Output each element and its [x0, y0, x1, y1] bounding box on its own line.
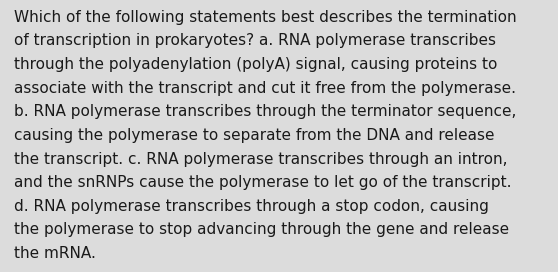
Text: Which of the following statements best describes the termination: Which of the following statements best d… — [14, 10, 517, 24]
Text: d. RNA polymerase transcribes through a stop codon, causing: d. RNA polymerase transcribes through a … — [14, 199, 489, 214]
Text: causing the polymerase to separate from the DNA and release: causing the polymerase to separate from … — [14, 128, 494, 143]
Text: b. RNA polymerase transcribes through the terminator sequence,: b. RNA polymerase transcribes through th… — [14, 104, 516, 119]
Text: and the snRNPs cause the polymerase to let go of the transcript.: and the snRNPs cause the polymerase to l… — [14, 175, 512, 190]
Text: through the polyadenylation (polyA) signal, causing proteins to: through the polyadenylation (polyA) sign… — [14, 57, 497, 72]
Text: the mRNA.: the mRNA. — [14, 246, 96, 261]
Text: the transcript. c. RNA polymerase transcribes through an intron,: the transcript. c. RNA polymerase transc… — [14, 152, 507, 166]
Text: of transcription in prokaryotes? a. RNA polymerase transcribes: of transcription in prokaryotes? a. RNA … — [14, 33, 496, 48]
Text: the polymerase to stop advancing through the gene and release: the polymerase to stop advancing through… — [14, 222, 509, 237]
Text: associate with the transcript and cut it free from the polymerase.: associate with the transcript and cut it… — [14, 81, 516, 95]
